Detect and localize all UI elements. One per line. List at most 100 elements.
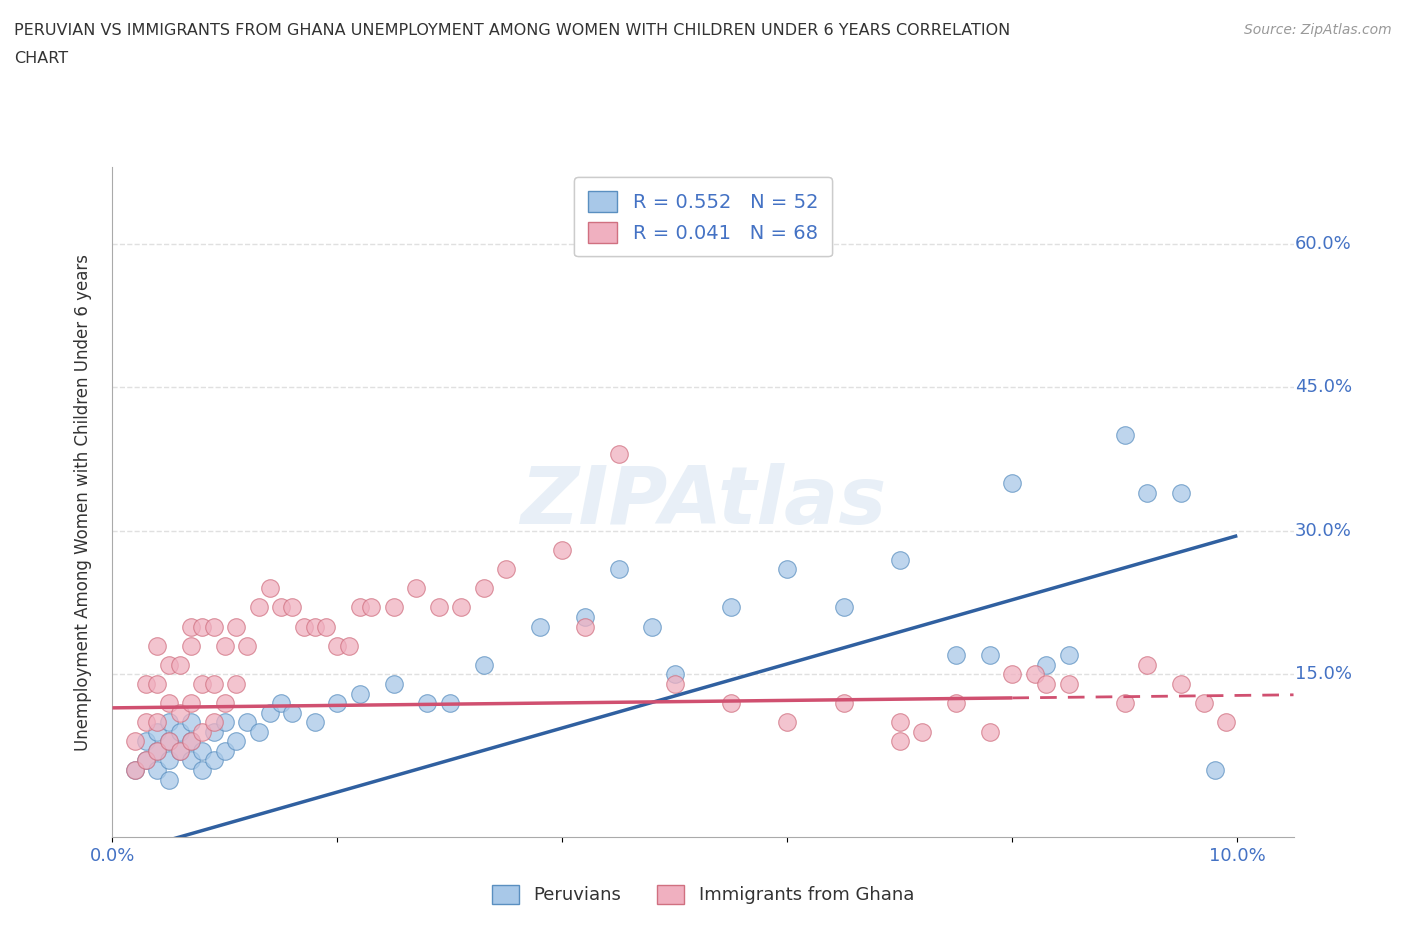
- Point: [146, 763, 169, 777]
- Legend: Peruvians, Immigrants from Ghana: Peruvians, Immigrants from Ghana: [485, 878, 921, 911]
- Point: [360, 600, 382, 615]
- Point: [607, 562, 630, 577]
- Point: [157, 734, 180, 749]
- Point: [157, 753, 180, 768]
- Point: [720, 600, 742, 615]
- Point: [191, 676, 214, 691]
- Text: Source: ZipAtlas.com: Source: ZipAtlas.com: [1244, 23, 1392, 37]
- Point: [247, 724, 270, 739]
- Point: [405, 581, 427, 596]
- Point: [146, 676, 169, 691]
- Point: [146, 743, 169, 758]
- Point: [157, 658, 180, 672]
- Point: [1057, 648, 1080, 663]
- Point: [945, 648, 967, 663]
- Point: [135, 715, 157, 730]
- Point: [135, 676, 157, 691]
- Point: [202, 715, 225, 730]
- Point: [551, 542, 574, 557]
- Point: [382, 600, 405, 615]
- Point: [225, 676, 247, 691]
- Point: [427, 600, 450, 615]
- Point: [202, 676, 225, 691]
- Point: [157, 696, 180, 711]
- Point: [135, 753, 157, 768]
- Point: [776, 715, 799, 730]
- Point: [349, 686, 371, 701]
- Text: 30.0%: 30.0%: [1295, 522, 1351, 540]
- Point: [191, 763, 214, 777]
- Point: [1204, 763, 1226, 777]
- Point: [180, 638, 202, 653]
- Point: [270, 696, 292, 711]
- Point: [1136, 658, 1159, 672]
- Point: [1114, 696, 1136, 711]
- Point: [214, 638, 236, 653]
- Point: [180, 619, 202, 634]
- Point: [180, 734, 202, 749]
- Point: [607, 447, 630, 462]
- Point: [304, 619, 326, 634]
- Point: [911, 724, 934, 739]
- Point: [169, 705, 191, 720]
- Point: [472, 581, 495, 596]
- Point: [889, 715, 911, 730]
- Point: [259, 705, 281, 720]
- Point: [214, 715, 236, 730]
- Point: [472, 658, 495, 672]
- Point: [214, 696, 236, 711]
- Point: [135, 734, 157, 749]
- Point: [146, 638, 169, 653]
- Point: [945, 696, 967, 711]
- Point: [349, 600, 371, 615]
- Point: [146, 743, 169, 758]
- Point: [979, 724, 1001, 739]
- Point: [146, 715, 169, 730]
- Y-axis label: Unemployment Among Women with Children Under 6 years: Unemployment Among Women with Children U…: [73, 254, 91, 751]
- Point: [157, 715, 180, 730]
- Point: [776, 562, 799, 577]
- Point: [382, 676, 405, 691]
- Point: [191, 619, 214, 634]
- Point: [720, 696, 742, 711]
- Point: [1035, 658, 1057, 672]
- Point: [832, 600, 855, 615]
- Point: [1136, 485, 1159, 500]
- Point: [664, 676, 686, 691]
- Point: [304, 715, 326, 730]
- Point: [191, 724, 214, 739]
- Text: 60.0%: 60.0%: [1295, 235, 1351, 253]
- Point: [439, 696, 461, 711]
- Point: [135, 753, 157, 768]
- Legend: R = 0.552   N = 52, R = 0.041   N = 68: R = 0.552 N = 52, R = 0.041 N = 68: [574, 177, 832, 257]
- Point: [495, 562, 517, 577]
- Point: [664, 667, 686, 682]
- Point: [315, 619, 337, 634]
- Point: [337, 638, 360, 653]
- Point: [1057, 676, 1080, 691]
- Point: [326, 638, 349, 653]
- Point: [292, 619, 315, 634]
- Point: [1024, 667, 1046, 682]
- Point: [1170, 676, 1192, 691]
- Point: [202, 753, 225, 768]
- Point: [180, 734, 202, 749]
- Point: [180, 753, 202, 768]
- Point: [169, 724, 191, 739]
- Point: [124, 734, 146, 749]
- Point: [214, 743, 236, 758]
- Point: [180, 696, 202, 711]
- Point: [236, 638, 259, 653]
- Text: 45.0%: 45.0%: [1295, 379, 1351, 396]
- Point: [979, 648, 1001, 663]
- Point: [1114, 428, 1136, 443]
- Point: [1035, 676, 1057, 691]
- Point: [180, 715, 202, 730]
- Text: CHART: CHART: [14, 51, 67, 66]
- Point: [169, 658, 191, 672]
- Point: [281, 600, 304, 615]
- Point: [529, 619, 551, 634]
- Point: [1001, 475, 1024, 490]
- Point: [450, 600, 472, 615]
- Point: [832, 696, 855, 711]
